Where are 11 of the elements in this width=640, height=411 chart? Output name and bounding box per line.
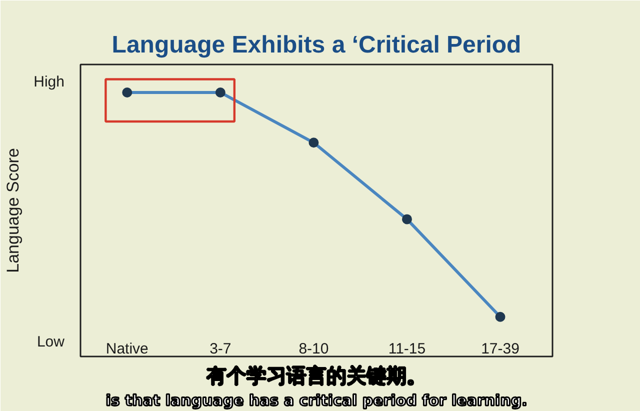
text: High — [34, 74, 65, 91]
text: Low — [36, 334, 65, 351]
x-tick-label: 3-7 — [210, 340, 232, 358]
text: is that language has a critical period for learning. — [106, 392, 528, 410]
x-tick-label: 8-10 — [298, 340, 329, 358]
y-axis-title: Language Score — [4, 148, 23, 273]
text: 有个学习语言的关键期。 — [206, 364, 426, 388]
chart-title: Language Exhibits a ‘Critical Period — [112, 32, 522, 58]
x-tick-label: Native — [106, 340, 148, 358]
x-tick-label: 17-39 — [481, 340, 520, 358]
x-tick-label: 11-15 — [388, 340, 426, 358]
